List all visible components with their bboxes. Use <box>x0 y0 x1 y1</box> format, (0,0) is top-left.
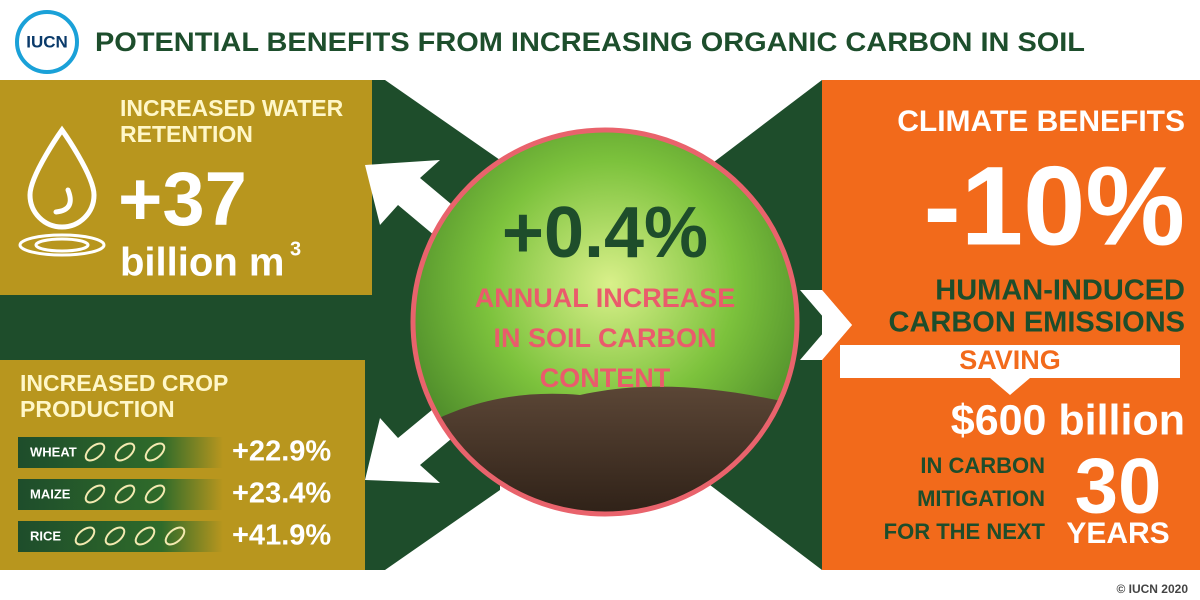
detail-line: IN CARBON <box>920 453 1045 478</box>
water-drop-icon <box>27 125 97 230</box>
crop-icon <box>84 484 106 504</box>
crop-icon <box>114 442 136 462</box>
crop-icon <box>144 442 166 462</box>
saving-label: SAVING <box>959 345 1061 375</box>
center-ring <box>410 127 800 517</box>
crop-value: +23.4% <box>232 478 331 510</box>
water-drop-shine <box>53 187 73 215</box>
center-value: +0.4% <box>502 193 708 273</box>
title: POTENTIAL BENEFITS FROM INCREASING ORGAN… <box>95 27 1085 57</box>
crop-heading: PRODUCTION <box>20 396 175 422</box>
center-caption: ANNUAL INCREASE <box>475 283 736 313</box>
crop-icon <box>84 442 106 462</box>
water-heading: INCREASED WATER <box>120 95 344 121</box>
crop-icon <box>144 484 166 504</box>
water-panel <box>0 80 372 295</box>
copyright: © IUCN 2020 <box>1116 582 1188 596</box>
crop-name: WHEAT <box>30 444 77 459</box>
logo-text: IUCN <box>26 32 68 51</box>
detail-line: MITIGATION <box>917 486 1045 511</box>
ripple <box>34 237 90 253</box>
saving-banner <box>840 345 1180 395</box>
water-value: +37 <box>118 157 247 242</box>
climate-value: -10% <box>924 144 1185 269</box>
logo-ring <box>15 10 79 74</box>
detail-line: FOR THE NEXT <box>884 519 1046 544</box>
crop-name: MAIZE <box>30 486 71 501</box>
crop-heading: INCREASED CROP <box>20 370 228 396</box>
climate-caption: HUMAN-INDUCED <box>935 275 1185 307</box>
years-label: YEARS <box>1066 517 1169 550</box>
water-heading: RETENTION <box>120 121 253 147</box>
crop-name: RICE <box>30 528 61 543</box>
climate-caption: CARBON EMISSIONS <box>889 307 1185 339</box>
crop-bar <box>18 521 223 552</box>
crop-icon <box>74 526 96 546</box>
crop-icon <box>114 484 136 504</box>
crop-icon <box>164 526 186 546</box>
crop-value: +22.9% <box>232 436 331 468</box>
climate-panel <box>822 80 1200 570</box>
center-caption: IN SOIL CARBON <box>493 323 716 353</box>
crop-icon <box>134 526 156 546</box>
crop-bar <box>18 437 223 468</box>
crop-value: +41.9% <box>232 520 331 552</box>
water-unit: billion m <box>120 241 284 285</box>
savings-value: $600 billion <box>951 396 1185 444</box>
center-caption: CONTENT <box>540 363 671 393</box>
years-value: 30 <box>1075 442 1162 530</box>
water-unit-superscript: 3 <box>290 238 301 260</box>
ripple <box>18 233 106 257</box>
crop-icon <box>104 526 126 546</box>
climate-heading: CLIMATE BENEFITS <box>897 105 1185 138</box>
chevron <box>800 290 852 360</box>
crop-bar <box>18 479 223 510</box>
